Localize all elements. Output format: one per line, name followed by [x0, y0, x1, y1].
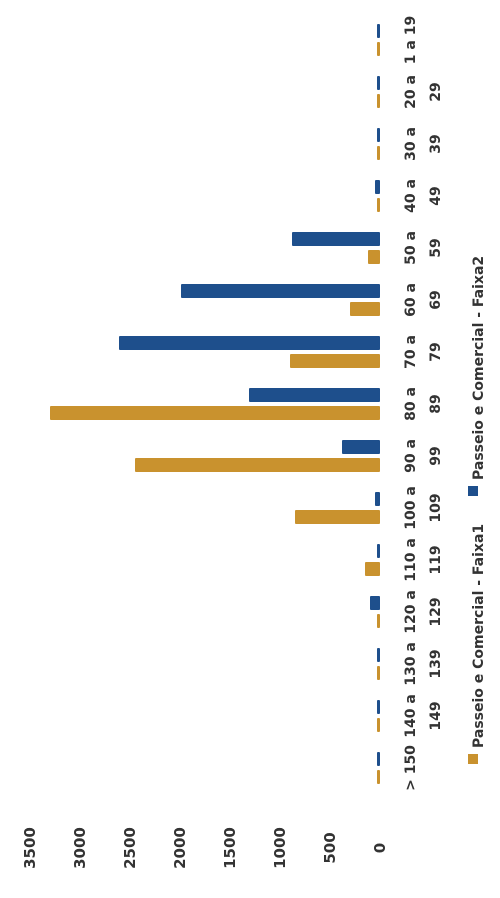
- bar-series-1: [50, 406, 380, 420]
- category-label: 79: [428, 342, 444, 361]
- category-label: 69: [428, 290, 444, 309]
- bar-series-2: [377, 24, 380, 38]
- value-tick-label: 2500: [121, 827, 139, 869]
- bar-series-1: [377, 718, 380, 732]
- bar-series-2: [377, 752, 380, 766]
- category-label: 99: [428, 446, 444, 465]
- bar-series-2: [377, 648, 380, 662]
- value-tick-label: 500: [321, 832, 339, 863]
- bar-series-1: [368, 250, 380, 264]
- category-label: 140 a: [403, 694, 419, 738]
- value-tick-label: 1000: [271, 827, 289, 869]
- category-label: 89: [428, 394, 444, 413]
- legend-label: Passeio e Comercial - Faixa1: [471, 524, 487, 748]
- bar-series-1: [135, 458, 380, 472]
- bar-series-2: [249, 388, 380, 402]
- category-label: 40 a: [403, 179, 419, 213]
- category-label: 129: [428, 597, 444, 626]
- value-tick-label: 0: [371, 843, 389, 853]
- category-label: > 150: [403, 745, 419, 791]
- category-label: 20 a: [403, 75, 419, 109]
- bar-series-1: [377, 42, 380, 56]
- bar-series-2: [375, 180, 380, 194]
- category-label: 139: [428, 649, 444, 678]
- bar-series-2: [377, 544, 380, 558]
- bar-series-1: [377, 666, 380, 680]
- value-tick-label: 1500: [221, 827, 239, 869]
- bar-series-1: [377, 614, 380, 628]
- bar-series-1: [377, 198, 380, 212]
- bar-series-1: [365, 562, 380, 576]
- category-label: 60 a: [403, 283, 419, 317]
- category-label: 80 a: [403, 387, 419, 421]
- bar-series-1: [377, 770, 380, 784]
- bar-series-2: [292, 232, 380, 246]
- category-label: 119: [428, 545, 444, 574]
- category-label: 110 a: [403, 538, 419, 582]
- category-label: 90 a: [403, 439, 419, 473]
- bar-series-2: [377, 700, 380, 714]
- bar-series-1: [295, 510, 380, 524]
- bar-series-2: [181, 284, 380, 298]
- category-label: 50 a: [403, 231, 419, 265]
- category-label: 59: [428, 238, 444, 257]
- bar-series-2: [377, 76, 380, 90]
- legend-label: Passeio e Comercial - Faixa2: [471, 256, 487, 480]
- bar-series-2: [342, 440, 380, 454]
- category-label: 70 a: [403, 335, 419, 369]
- category-label: 29: [428, 82, 444, 101]
- bar-series-1: [350, 302, 380, 316]
- category-label: 1 a 19: [403, 16, 419, 64]
- legend-swatch: [468, 754, 478, 764]
- category-label: 149: [428, 701, 444, 730]
- bar-series-2: [119, 336, 380, 350]
- bar-series-1: [377, 94, 380, 108]
- bar-series-2: [377, 128, 380, 142]
- bar-series-2: [370, 596, 380, 610]
- value-tick-label: 3000: [71, 827, 89, 869]
- bar-series-1: [290, 354, 380, 368]
- legend-swatch: [468, 486, 478, 496]
- category-label: 130 a: [403, 642, 419, 686]
- category-label: 120 a: [403, 590, 419, 634]
- category-label: 30 a: [403, 127, 419, 161]
- bar-series-1: [377, 146, 380, 160]
- bar-series-2: [375, 492, 380, 506]
- category-label: 100 a: [403, 486, 419, 530]
- category-label: 39: [428, 134, 444, 153]
- value-tick-label: 3500: [21, 827, 39, 869]
- value-tick-label: 2000: [171, 827, 189, 869]
- category-label: 49: [428, 186, 444, 205]
- category-label: 109: [428, 493, 444, 522]
